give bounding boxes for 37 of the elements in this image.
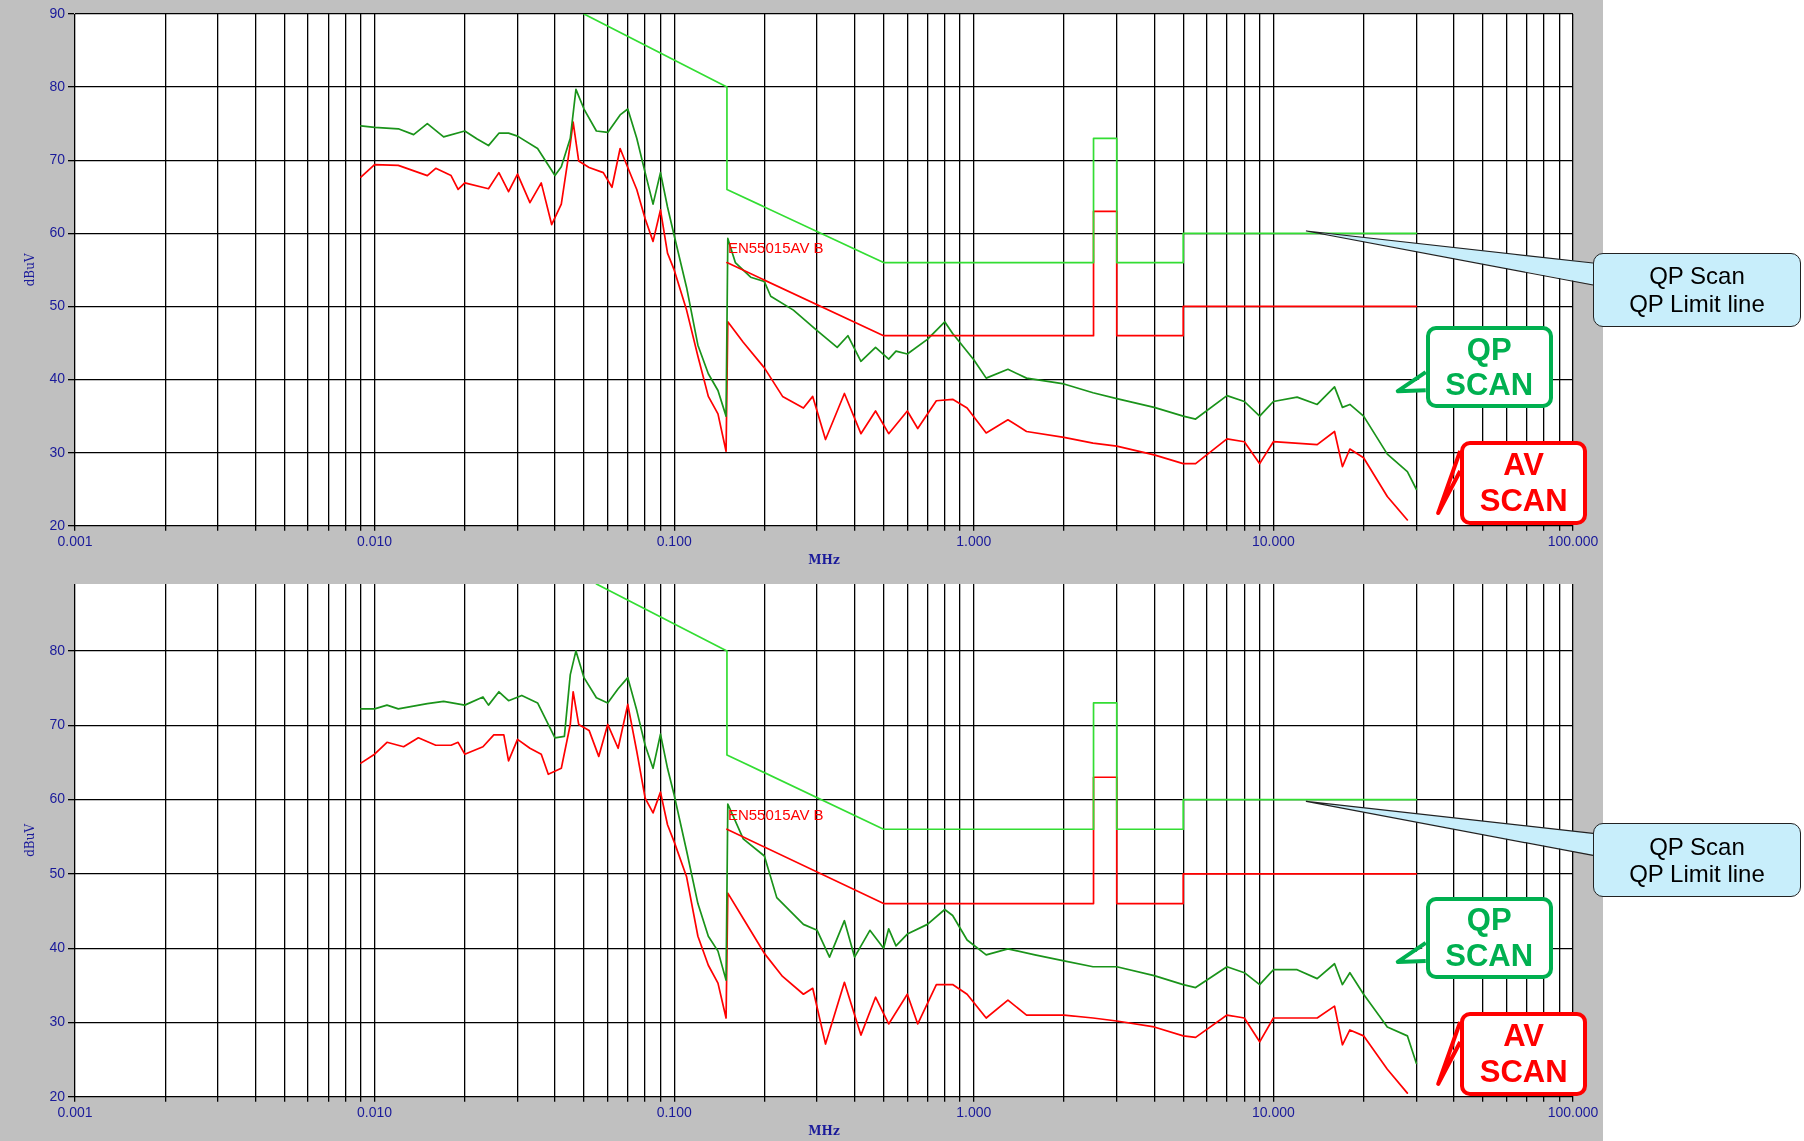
y-tick-label: 70: [49, 151, 66, 168]
x-tick-label: 100.000: [1547, 533, 1599, 550]
x-tick-label: 0.100: [656, 1104, 692, 1121]
y-axis-title: dBuV: [23, 253, 38, 287]
annotation: AV SCAN: [1460, 441, 1588, 525]
x-tick-label: 0.001: [57, 1104, 93, 1121]
text: QP Scan QP Limit line: [1593, 253, 1801, 327]
y-tick-label: 20: [49, 1087, 66, 1104]
annotation: AV SCAN: [1460, 1011, 1588, 1096]
x-tick-label: 0.010: [357, 533, 393, 550]
x-tick-label: 1.000: [956, 1104, 992, 1121]
x-tick-label: 0.010: [357, 1104, 393, 1121]
y-tick-label: 40: [49, 370, 66, 387]
annotation: QP SCAN: [1425, 896, 1553, 979]
y-tick-label: 60: [49, 790, 66, 807]
x-tick-label: 1.000: [956, 533, 992, 550]
y-tick-label: 30: [49, 443, 66, 460]
y-tick-label: 90: [49, 4, 66, 21]
y-tick-label: 80: [49, 641, 66, 658]
x-axis-title: MHz: [808, 552, 840, 567]
y-tick-label: 80: [49, 77, 66, 94]
y-tick-label: 20: [49, 516, 66, 533]
y-axis-title: dBuV: [23, 823, 38, 857]
x-tick-label: 100.000: [1547, 1104, 1599, 1121]
y-tick-label: 60: [49, 224, 66, 241]
y-tick-label: 30: [49, 1013, 66, 1030]
x-tick-label: 0.100: [656, 533, 692, 550]
x-tick-label: 10.000: [1251, 533, 1296, 550]
x-tick-label: 10.000: [1251, 1104, 1296, 1121]
y-tick-label: 70: [49, 716, 66, 733]
y-tick-label: 50: [49, 297, 66, 314]
text: QP Scan QP Limit line: [1593, 823, 1801, 898]
x-axis-title: MHz: [808, 1123, 840, 1138]
annotation: QP SCAN: [1425, 326, 1553, 409]
y-tick-label: 40: [49, 939, 66, 956]
x-tick-label: 0.001: [57, 533, 93, 550]
y-tick-label: 50: [49, 864, 66, 881]
